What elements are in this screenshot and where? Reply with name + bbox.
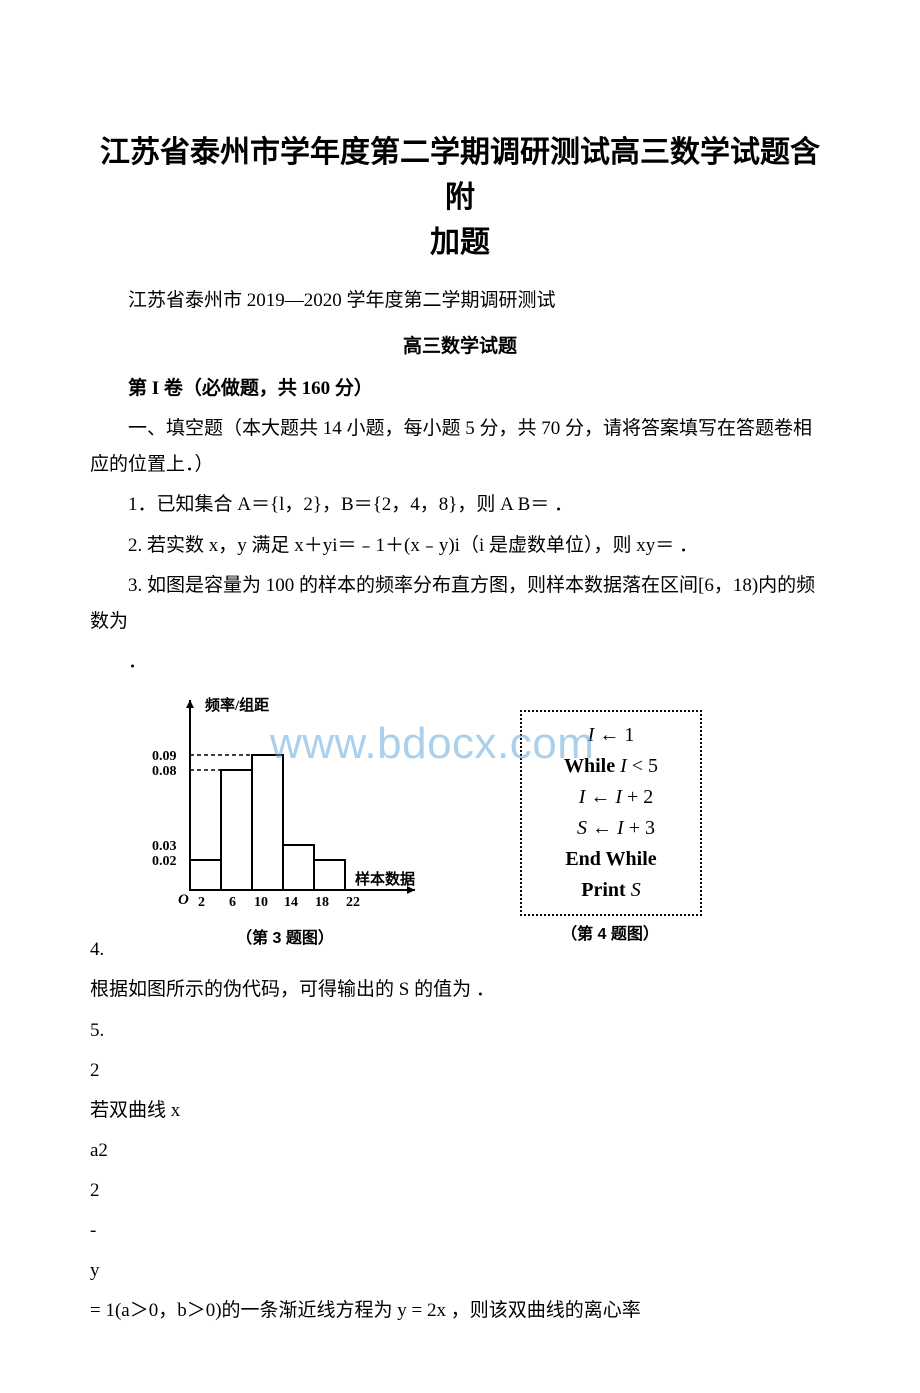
y-axis-arrow [186, 700, 194, 708]
main-title-line2: 加题 [430, 226, 490, 259]
code-line-4: S ← I + 3 [536, 813, 686, 844]
histogram-figure: 频率/组距 O 0.09 0.08 0.03 0.02 2 [130, 690, 440, 954]
code-line-5: End While [536, 844, 686, 875]
bar-0 [190, 860, 221, 890]
x-tick-2: 10 [254, 895, 268, 910]
code-line-6: Print S [536, 875, 686, 906]
question-3: 3. 如图是容量为 100 的样本的频率分布直方图，则样本数据落在区间[6，18… [90, 568, 830, 640]
code-l2-b: I [620, 755, 627, 777]
code-l2-a: While [564, 755, 620, 777]
bar-4 [314, 860, 345, 890]
x-tick-1: 6 [229, 895, 236, 910]
histogram-caption: （第 3 题图） [130, 924, 440, 954]
q5-line-3: a2 [90, 1133, 830, 1169]
histogram-svg: 频率/组距 O 0.09 0.08 0.03 0.02 2 [130, 690, 440, 920]
x-tick-0: 2 [198, 895, 205, 910]
bar-1 [221, 770, 252, 890]
y-tick-0: 0.09 [152, 749, 177, 764]
code-l6-a: Print [581, 879, 630, 901]
q5-line-0: 5. [90, 1013, 830, 1049]
center-title: 高三数学试题 [90, 329, 830, 365]
q5-line-6: y [90, 1253, 830, 1289]
main-title: 江苏省泰州市学年度第二学期调研测试高三数学试题含附 加题 [90, 130, 830, 265]
code-l4-d: + 3 [624, 817, 655, 839]
origin-label: O [178, 892, 189, 908]
pseudocode-caption: （第 4 题图） [520, 920, 700, 950]
question-1: 1．已知集合 A＝{l，2}，B＝{2，4，8}，则 A B＝ ． [90, 487, 830, 523]
section-1-title: 第 I 卷（必做题，共 160 分） [90, 371, 830, 407]
code-l4-a: S [577, 817, 587, 839]
y-axis-label: 频率/组距 [205, 696, 269, 714]
y-tick-2: 0.03 [152, 839, 177, 854]
q5-line-4: 2 [90, 1173, 830, 1209]
code-l4-c: I [617, 817, 624, 839]
x-tick-3: 14 [284, 895, 298, 910]
x-tick-5: 22 [346, 895, 360, 910]
code-l4-b: ← [587, 817, 617, 839]
code-l2-c: < 5 [627, 755, 658, 777]
figure-row: www.bdocx.com 频率/组距 O 0.09 0.08 0.03 0.0… [130, 690, 830, 954]
code-l1-b: ← 1 [594, 724, 634, 746]
pseudocode-box: I ← 1 While I < 5 I ← I + 2 S ← I + 3 En… [520, 710, 702, 916]
q5-line-1: 2 [90, 1053, 830, 1089]
subtitle: 江苏省泰州市 2019—2020 学年度第二学期调研测试 [90, 283, 830, 319]
q5-line-5: - [90, 1213, 830, 1249]
code-l6-b: S [631, 879, 641, 901]
fill-intro: 一、填空题（本大题共 14 小题，每小题 5 分，共 70 分，请将答案填写在答… [90, 411, 830, 483]
code-line-3: I ← I + 2 [536, 782, 686, 813]
code-l3-d: + 2 [622, 786, 653, 808]
y-tick-3: 0.02 [152, 854, 177, 869]
x-tick-4: 18 [315, 895, 329, 910]
bar-3 [283, 845, 314, 890]
q5-line-7: = 1(a＞0，b＞0)的一条渐近线方程为 y = 2x ，则该双曲线的离心率 [90, 1293, 830, 1329]
y-tick-1: 0.08 [152, 764, 177, 779]
q5-line-2: 若双曲线 x [90, 1093, 830, 1129]
code-l3-b: ← [585, 786, 615, 808]
bar-2 [252, 755, 283, 890]
pseudocode-figure: I ← 1 While I < 5 I ← I + 2 S ← I + 3 En… [520, 710, 700, 950]
question-2: 2. 若实数 x，y 满足 x＋yi＝﹣1＋(x﹣y)i（i 是虚数单位），则 … [90, 528, 830, 564]
main-title-line1: 江苏省泰州市学年度第二学期调研测试高三数学试题含附 [100, 136, 820, 214]
code-line-1: I ← 1 [536, 720, 686, 751]
question-3-dot: ． [90, 644, 830, 680]
code-line-2: While I < 5 [536, 751, 686, 782]
question-4: 根据如图所示的伪代码，可得输出的 S 的值为 ． [90, 972, 830, 1008]
x-axis-label: 样本数据 [355, 870, 415, 888]
document-page: 江苏省泰州市学年度第二学期调研测试高三数学试题含附 加题 江苏省泰州市 2019… [0, 0, 920, 1393]
